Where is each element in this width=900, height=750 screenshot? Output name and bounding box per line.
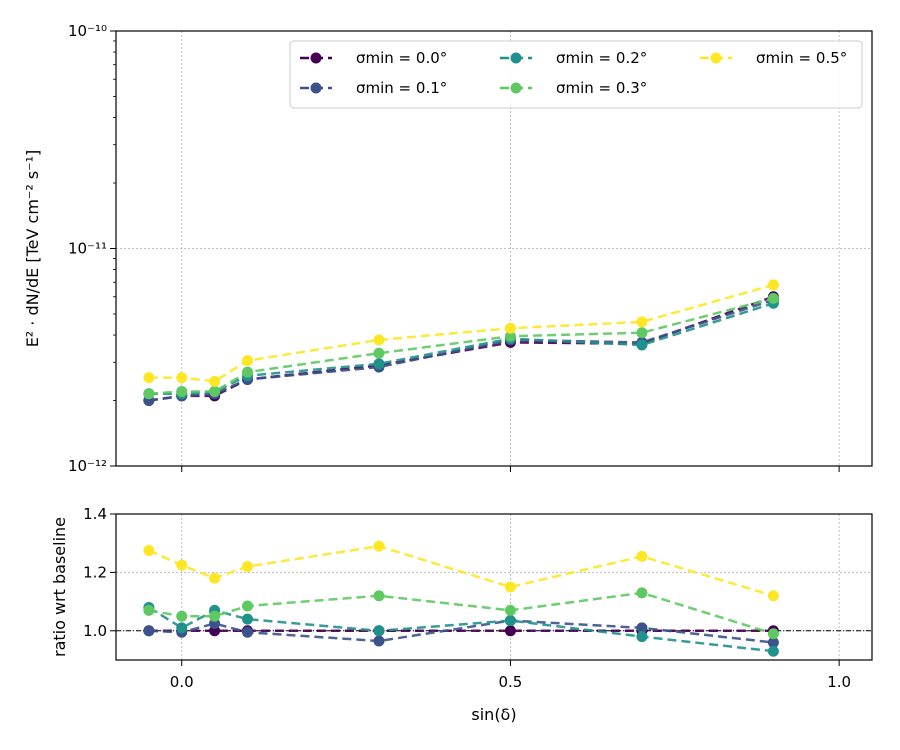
data-point-bottom — [767, 628, 779, 640]
bottom-panel: 1.0 1.2 1.4 0.0 0.5 1.0 sin(δ) ratio wrt baseli… — [50, 505, 873, 724]
data-point-top — [373, 358, 385, 370]
series-line-bottom — [148, 544, 774, 597]
data-point-bottom — [504, 581, 516, 593]
data-point-top — [209, 386, 221, 398]
series-line-top — [148, 298, 774, 402]
y-axis-label: E² · dN/dE [TeV cm⁻² s⁻¹] — [23, 150, 42, 348]
legend: σmin = 0.0° σmin = 0.1° σmin = 0.2° σmin = … — [289, 40, 863, 109]
bottom-axes-frame — [115, 513, 873, 661]
data-point-top — [504, 322, 516, 334]
data-point-bottom — [143, 545, 155, 556]
data-point-top — [176, 372, 188, 384]
data-point-bottom — [373, 635, 385, 647]
data-point-top — [504, 330, 516, 342]
data-point-bottom — [373, 590, 385, 602]
y-tick-label: 10⁻¹² — [68, 457, 107, 475]
y-tick-label: 1.2 — [83, 563, 107, 581]
y-tick-label: 10⁻¹¹ — [68, 240, 107, 258]
x-axis-label: sin(δ) — [471, 705, 516, 724]
data-point-bottom — [504, 625, 516, 637]
y-tick-label: 1.4 — [83, 505, 107, 523]
legend-label: σmin = 0.2° — [556, 49, 647, 67]
data-point-bottom — [767, 645, 779, 657]
legend-label: σmin = 0.5° — [756, 49, 847, 67]
data-point-bottom — [241, 613, 253, 625]
x-tick-label: 0.0 — [170, 673, 194, 691]
data-point-top — [209, 375, 221, 387]
data-point-top — [767, 292, 779, 304]
data-point-bottom — [241, 626, 253, 638]
legend-swatch-marker — [510, 82, 522, 94]
data-point-top — [636, 339, 648, 351]
legend-label: σmin = 0.1° — [356, 79, 447, 97]
data-point-top — [373, 334, 385, 346]
data-point-bottom — [209, 572, 221, 584]
data-point-top — [143, 388, 155, 400]
data-point-bottom — [504, 615, 516, 627]
data-point-bottom — [373, 540, 385, 552]
legend-label: σmin = 0.0° — [356, 49, 447, 67]
data-point-bottom — [241, 561, 253, 573]
data-point-bottom — [636, 587, 648, 599]
data-point-top — [767, 279, 779, 291]
data-point-bottom — [636, 550, 648, 562]
data-point-top — [636, 327, 648, 339]
series-line-top — [148, 283, 774, 383]
data-point-bottom — [241, 600, 253, 612]
y-tick-label: 1.0 — [83, 622, 107, 640]
data-point-bottom — [767, 590, 779, 602]
data-point-top — [176, 386, 188, 398]
data-point-top — [241, 355, 253, 367]
data-point-bottom — [209, 610, 221, 622]
data-point-bottom — [767, 636, 779, 648]
x-tick-label: 0.5 — [499, 673, 523, 691]
series-line-top — [148, 302, 774, 395]
series-line-top — [148, 297, 774, 395]
data-point-bottom — [176, 610, 188, 622]
data-point-top — [143, 372, 155, 384]
data-point-bottom — [636, 622, 648, 634]
legend-label: σmin = 0.3° — [556, 79, 647, 97]
legend-swatch-marker — [710, 52, 722, 64]
top-axes-frame — [115, 30, 873, 467]
data-point-top — [373, 347, 385, 359]
x-tick-label: 1.0 — [827, 673, 851, 691]
data-point-bottom — [636, 631, 648, 643]
legend-swatch-marker — [310, 52, 322, 64]
legend-swatch-marker — [510, 52, 522, 64]
data-point-bottom — [504, 604, 516, 616]
data-point-top — [636, 316, 648, 328]
y-tick-label: 10⁻¹⁰ — [68, 22, 107, 40]
data-point-bottom — [143, 625, 155, 637]
data-point-top — [241, 366, 253, 378]
data-point-bottom — [176, 622, 188, 634]
series-line-bottom — [148, 606, 774, 653]
top-panel: 10⁻¹² 10⁻¹¹ 10⁻¹⁰ E² · dN/dE [TeV cm⁻² s⁻¹] — [23, 22, 873, 475]
legend-swatch-marker — [310, 82, 322, 94]
data-point-bottom — [176, 559, 188, 571]
y-axis-label: ratio wrt baseline — [50, 517, 69, 657]
data-point-bottom — [143, 604, 155, 616]
data-point-bottom — [373, 625, 385, 637]
